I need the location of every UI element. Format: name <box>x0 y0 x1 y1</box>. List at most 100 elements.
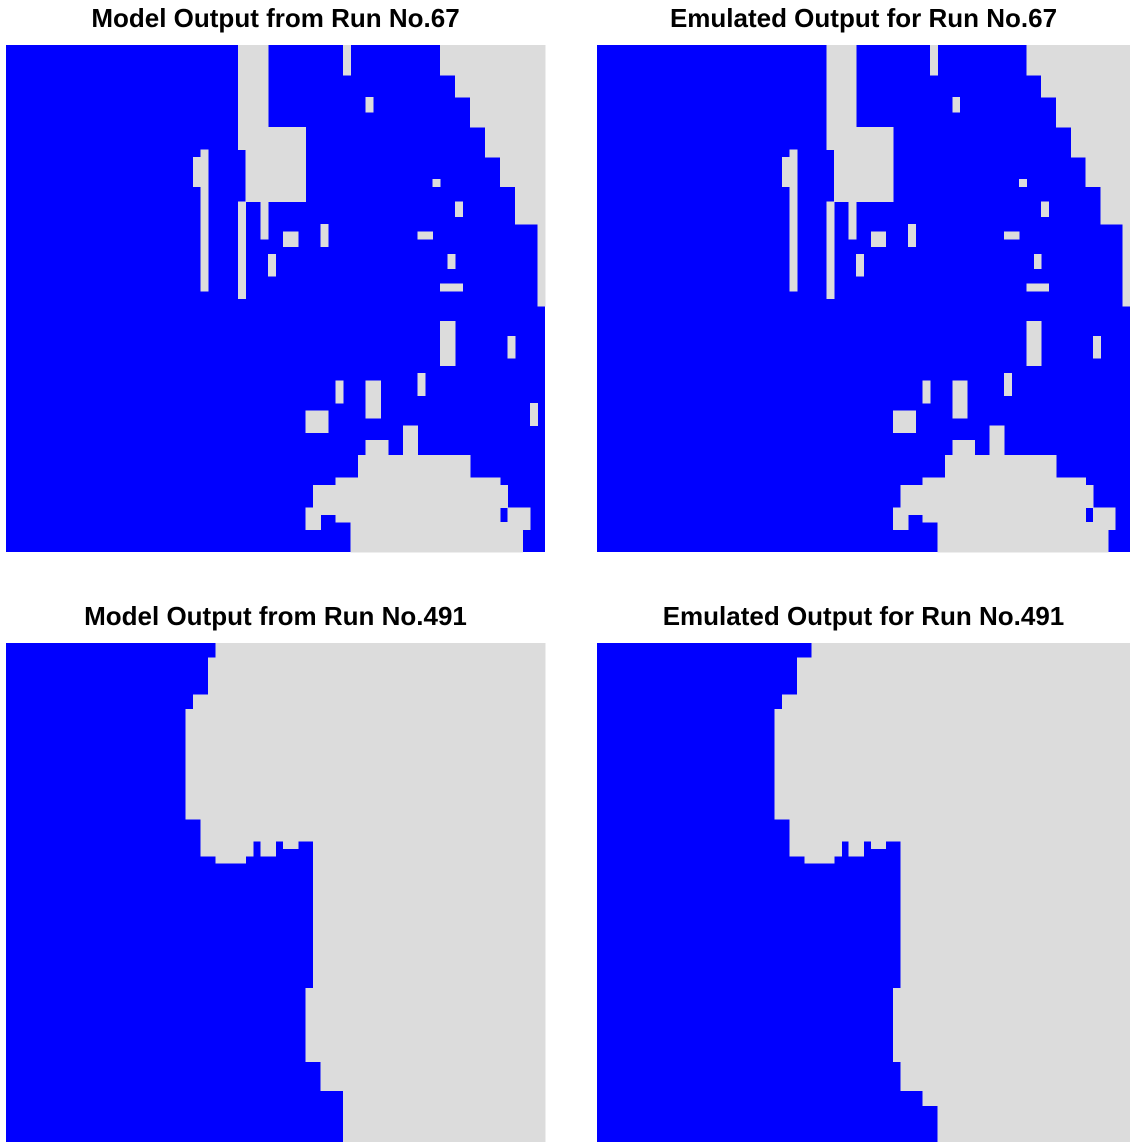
raster-patch <box>268 253 276 277</box>
raster-patch <box>282 841 299 849</box>
raster-patch <box>305 987 546 1062</box>
raster-patch <box>312 819 546 989</box>
raster-patch <box>989 425 1005 493</box>
raster-patch <box>245 127 306 203</box>
raster-patch <box>804 855 835 864</box>
raster-patch <box>282 231 299 247</box>
raster-patch <box>260 841 276 857</box>
panel-title: Model Output from Run No.67 <box>91 3 459 33</box>
raster-patch <box>1004 373 1013 396</box>
raster-patch <box>417 231 434 240</box>
raster-patch <box>470 97 546 128</box>
raster-patch <box>320 1061 546 1092</box>
raster-patch <box>900 1061 1130 1092</box>
raster-patch <box>952 97 961 113</box>
raster-patch <box>796 657 1130 695</box>
raster-patch <box>789 841 842 857</box>
raster-patch <box>335 380 344 404</box>
raster-patch <box>342 1090 546 1142</box>
raster-patch <box>515 186 546 225</box>
raster-patch <box>500 156 546 188</box>
raster-patch <box>893 410 916 434</box>
raster-patch <box>365 97 374 113</box>
raster-patch <box>238 201 247 299</box>
raster-patch <box>507 507 531 531</box>
raster-patch <box>200 841 254 857</box>
raster-patch <box>1092 507 1116 531</box>
raster-patch <box>811 643 1130 659</box>
raster-patch <box>1055 484 1094 508</box>
raster-patch <box>260 201 269 240</box>
raster-patch <box>952 440 976 456</box>
raster-patch <box>848 841 864 857</box>
raster-patch <box>305 507 321 531</box>
raster-patch <box>1070 127 1130 158</box>
raster-patch <box>1018 179 1027 188</box>
raster-patch <box>1041 201 1050 217</box>
raster-patch <box>417 373 426 396</box>
raster-patch <box>1026 283 1050 292</box>
raster-patch <box>922 1090 1130 1106</box>
raster-patch <box>789 819 902 842</box>
raster-patch <box>432 179 441 188</box>
raster-patch <box>350 522 524 553</box>
raster-patch <box>402 425 419 493</box>
raster-patch <box>893 507 909 531</box>
raster-patch <box>440 320 456 367</box>
raster-patch <box>185 709 546 820</box>
raster-patch <box>937 1105 1130 1142</box>
raster-patch <box>537 223 546 307</box>
raster-patch <box>870 231 887 247</box>
raster-patch <box>342 45 351 76</box>
raster-patch <box>952 380 968 419</box>
raster-patch <box>789 149 798 292</box>
raster-patch <box>208 657 546 695</box>
raster-patch <box>900 819 1130 989</box>
raster-patch <box>193 156 202 188</box>
raster-patch <box>200 819 314 842</box>
raster-patch <box>1041 67 1130 98</box>
raster-patch <box>365 440 389 456</box>
raster-patch <box>440 283 464 292</box>
raster-patch <box>1004 231 1020 240</box>
raster-patch <box>937 522 1109 553</box>
raster-patch <box>447 253 456 270</box>
raster-patch <box>774 709 1130 820</box>
raster-patch <box>826 201 835 299</box>
raster-patch <box>200 149 209 292</box>
raster-patch <box>848 201 857 240</box>
raster-patch <box>922 380 931 404</box>
raster-patch <box>782 694 1130 710</box>
raster-patch <box>782 156 790 188</box>
raster-patch <box>1092 335 1101 359</box>
raster-patch <box>470 484 509 508</box>
raster-patch <box>193 694 546 710</box>
raster-patch <box>1085 156 1130 188</box>
raster-patch <box>530 402 539 426</box>
raster-patch <box>320 223 329 247</box>
raster-patch <box>305 410 329 434</box>
raster-patch <box>485 127 546 158</box>
panel-title: Model Output from Run No.491 <box>84 601 467 631</box>
raster-patch <box>455 67 546 98</box>
raster-patch <box>907 223 916 247</box>
raster-patch <box>455 201 464 217</box>
raster-patch <box>507 335 516 359</box>
raster-patch <box>870 841 887 849</box>
raster-patch <box>1122 223 1130 307</box>
raster-patch <box>1033 253 1042 270</box>
raster-patch <box>856 253 864 277</box>
raster-patch <box>1026 320 1042 367</box>
raster-patch <box>930 45 939 76</box>
raster-patch <box>833 127 894 203</box>
raster-patch <box>215 855 247 864</box>
panel-title: Emulated Output for Run No.67 <box>670 3 1057 33</box>
raster-patch <box>1055 97 1130 128</box>
panel-title: Emulated Output for Run No.491 <box>663 601 1065 631</box>
raster-patch <box>365 380 381 419</box>
raster-patch <box>893 987 1130 1062</box>
raster-patch <box>215 643 546 659</box>
raster-patch <box>1100 186 1130 225</box>
